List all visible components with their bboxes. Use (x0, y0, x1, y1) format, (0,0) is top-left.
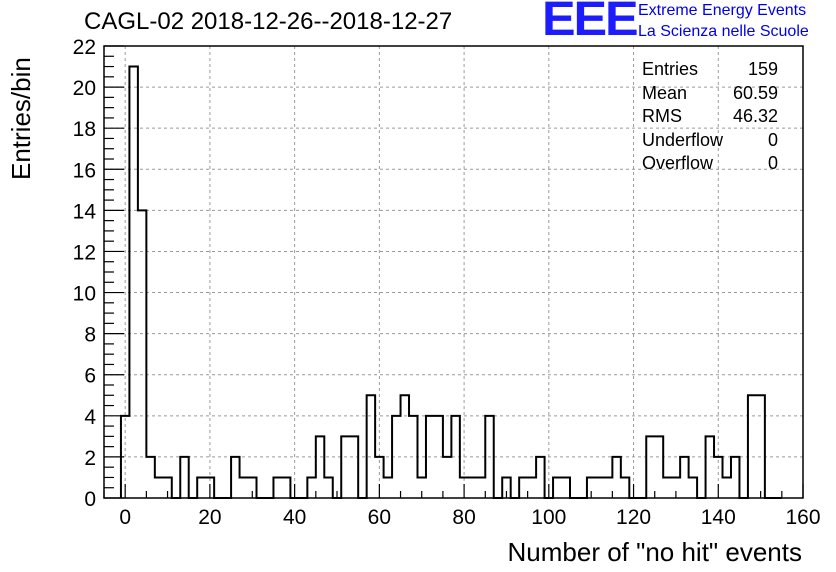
stats-box: Entries 159 Mean 60.59 RMS 46.32 Underfl… (642, 58, 778, 176)
y-tick-label: 4 (84, 406, 96, 429)
x-axis-label: Number of "no hit" events (507, 537, 803, 567)
y-tick-label: 6 (84, 365, 96, 388)
stats-label: RMS (642, 106, 682, 126)
x-tick-label: 160 (785, 506, 820, 529)
x-tick-label: 20 (198, 506, 221, 529)
x-tick-label: 60 (368, 506, 391, 529)
y-axis-label: Entries/bin (6, 57, 36, 180)
y-tick-label: 16 (73, 159, 96, 182)
stats-value: 159 (747, 59, 778, 79)
y-tick-label: 10 (73, 283, 96, 306)
chart-title: CAGL-02 2018-12-26--2018-12-27 (84, 8, 453, 35)
x-tick-label: 0 (119, 506, 131, 529)
stats-row-rms: RMS 46.32 (642, 105, 778, 129)
stats-label: Entries (642, 59, 699, 79)
x-tick-label: 140 (701, 506, 736, 529)
axis-ticks (103, 45, 804, 499)
stats-value: 0 (767, 129, 778, 150)
x-tick-label: 120 (616, 506, 651, 529)
y-tick-label: 12 (73, 241, 96, 264)
stats-value: 60.59 (732, 82, 778, 103)
stats-row-underflow: Underflow 0 (642, 129, 778, 153)
y-tick-label: 22 (73, 36, 96, 59)
logo-text-line1: Extreme Energy Events (638, 2, 807, 19)
tick-labels: 0 20 40 60 80 100 120 140 160 0 2 4 6 8 10 12 14 16 18 20 22 (73, 36, 821, 529)
eee-logo: EEE (542, 0, 639, 46)
y-tick-label: 8 (84, 324, 96, 347)
stats-value: 46.32 (732, 106, 778, 126)
y-tick-label: 14 (73, 200, 97, 223)
stats-label: Mean (642, 82, 688, 103)
y-tick-label: 18 (73, 118, 96, 141)
x-tick-label: 80 (452, 506, 475, 529)
y-tick-label: 0 (84, 488, 96, 511)
y-tick-label: 2 (84, 447, 96, 470)
y-tick-label: 20 (73, 77, 96, 100)
stats-row-mean: Mean 60.59 (642, 82, 778, 106)
stats-row-overflow: Overflow 0 (642, 152, 778, 176)
stats-value: 0 (767, 153, 778, 173)
grid-lines (104, 46, 804, 498)
stats-label: Underflow (642, 129, 724, 150)
x-tick-label: 40 (283, 506, 306, 529)
logo-text-line2: La Scienza nelle Scuole (638, 23, 809, 40)
x-tick-label: 100 (531, 506, 566, 529)
stats-row-entries: Entries 159 (642, 58, 778, 82)
stats-label: Overflow (642, 153, 714, 173)
